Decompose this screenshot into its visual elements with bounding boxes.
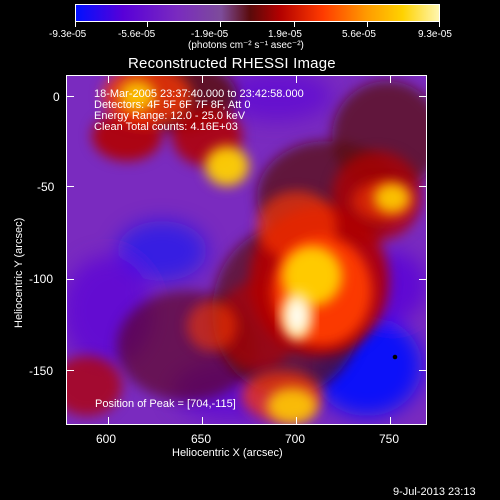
x-axis-label: Heliocentric X (arcsec) [172,447,283,459]
colorbar-gradient [76,5,439,21]
overlay-line-2: Energy Range: 12.0 - 25.0 keV [94,110,246,122]
footer-date: 9-Jul-2013 23:13 [393,486,476,498]
y-tick-minus50: -50 [37,180,55,194]
overlay-line-0: 18-Mar-2005 23:37:40.000 to 23:42:58.000 [94,88,304,100]
plot-title: Reconstructed RHESSI Image [128,55,336,72]
peak-marker [392,354,398,360]
colorbar-label-5: 9.3e-05 [418,29,452,40]
colorbar-label-4: 5.6e-05 [342,29,376,40]
image-frame: 18-Mar-2005 23:37:40.000 to 23:42:58.000… [66,75,427,425]
peak-position-label: Position of Peak = [704,-115] [95,398,236,410]
x-tick-600: 600 [96,432,117,446]
colorbar [75,4,440,22]
x-tick-650: 650 [191,432,212,446]
y-tick-minus150: -150 [29,364,54,378]
colorbar-label-0: -9.3e-05 [49,29,87,40]
overlay-text: 18-Mar-2005 23:37:40.000 to 23:42:58.000… [94,89,304,133]
y-tick-minus100: -100 [29,272,54,286]
colorbar-label-3: 1.9e-05 [268,29,302,40]
colorbar-ticks [75,21,440,27]
axis-ticks [66,75,427,425]
overlay-line-1: Detectors: 4F 5F 6F 7F 8F, Att 0 [94,99,251,111]
colorbar-label-2: -1.9e-05 [191,29,229,40]
y-tick-0: 0 [53,90,60,104]
y-axis-label: Heliocentric Y (arcsec) [13,217,25,328]
x-tick-700: 700 [285,432,306,446]
colorbar-label-1: -5.6e-05 [118,29,156,40]
x-tick-750: 750 [379,432,400,446]
reconstructed-image [67,76,426,424]
colorbar-units: (photons cm⁻² s⁻¹ asec⁻²) [188,40,304,51]
overlay-line-3: Clean Total counts: 4.16E+03 [94,121,238,133]
